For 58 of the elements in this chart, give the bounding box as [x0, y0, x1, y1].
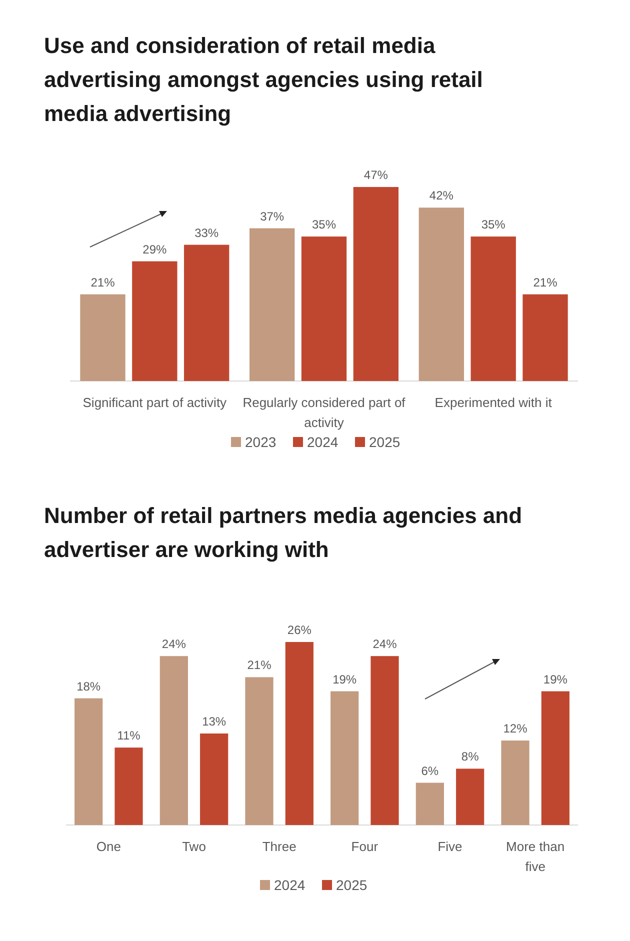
x-tick-label: Four — [351, 839, 379, 854]
data-label: 19% — [332, 672, 357, 686]
bar — [160, 656, 188, 825]
bar — [456, 768, 484, 825]
bar — [501, 740, 530, 825]
chart-title: Number of retail partners media agencies and advertiser are working with — [44, 503, 522, 562]
data-label: 35% — [481, 218, 506, 232]
data-label: 13% — [202, 714, 226, 728]
data-label: 21% — [247, 658, 272, 672]
legend-label: 2025 — [369, 434, 400, 450]
legend-label: 2024 — [307, 434, 338, 450]
bar — [470, 236, 516, 381]
x-tick-label: More than five — [506, 839, 565, 874]
legend-label: 2023 — [245, 434, 276, 450]
bar — [184, 244, 230, 381]
bar — [541, 691, 570, 825]
data-label: 24% — [162, 637, 186, 652]
x-tick-label: Experimented with it — [434, 395, 552, 410]
data-label: 29% — [142, 242, 167, 256]
data-label: 42% — [429, 188, 454, 203]
data-label: 8% — [461, 750, 480, 764]
bar — [74, 698, 103, 825]
bar — [114, 748, 143, 825]
x-tick-label: Five — [438, 839, 462, 854]
bar — [370, 656, 399, 825]
data-label: 47% — [364, 168, 388, 182]
data-label: 35% — [312, 218, 336, 232]
bar — [330, 691, 359, 825]
bar — [353, 187, 399, 381]
data-label: 21% — [90, 275, 116, 290]
x-tick-label: Two — [182, 839, 206, 854]
data-label: 12% — [503, 722, 528, 736]
data-label: 24% — [372, 637, 398, 652]
bar — [249, 228, 295, 381]
data-label: 26% — [287, 623, 312, 637]
bar — [80, 294, 126, 381]
legend-label: 2025 — [336, 877, 368, 893]
bar — [301, 236, 347, 381]
bar — [132, 261, 178, 381]
bar — [522, 294, 568, 381]
data-label: 6% — [421, 764, 439, 778]
legend-label: 2024 — [274, 877, 306, 893]
x-tick-label: Regularly considered part of activity — [242, 395, 406, 430]
data-label: 33% — [194, 226, 219, 240]
bar — [200, 734, 228, 825]
data-label: 18% — [76, 679, 101, 694]
bar — [285, 642, 314, 825]
bar — [418, 208, 464, 381]
data-label: 11% — [117, 728, 141, 743]
data-label: 37% — [260, 209, 284, 224]
chart-title: Use and consideration of retail media advertising amongst agencies using retail media advertising — [44, 33, 483, 126]
x-tick-label: Three — [262, 839, 296, 854]
data-label: 19% — [543, 672, 568, 686]
bar — [245, 677, 274, 825]
x-tick-label: One — [96, 839, 121, 854]
data-label: 21% — [533, 275, 558, 290]
bar — [416, 782, 444, 825]
x-tick-label: Significant part of activity — [82, 395, 228, 410]
